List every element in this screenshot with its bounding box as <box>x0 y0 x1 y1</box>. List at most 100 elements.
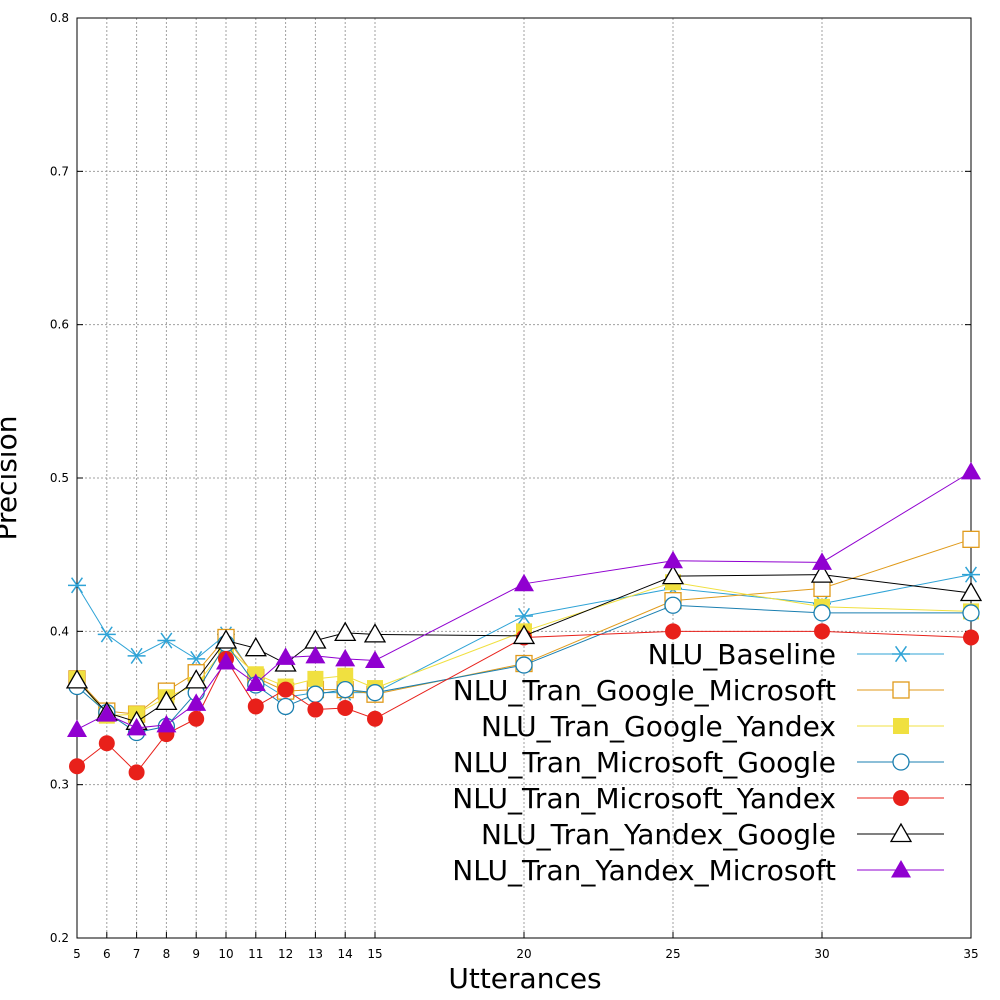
data-point <box>69 758 85 775</box>
data-point <box>367 710 383 727</box>
legend-item: NLU_Tran_Microsoft_Google <box>453 746 944 779</box>
data-point <box>306 685 325 703</box>
data-point <box>276 697 295 716</box>
data-point <box>68 577 86 594</box>
data-point <box>156 714 177 733</box>
legend-marker <box>892 645 910 663</box>
data-point <box>127 647 146 664</box>
data-point <box>813 579 831 598</box>
data-point <box>67 719 87 737</box>
y-axis-ticks: 0.2 0.3 0.4 0.5 0.6 0.7 0.8 <box>50 11 971 945</box>
legend-item: NLU_Tran_Microsoft_Yandex <box>452 782 944 815</box>
data-point <box>813 604 831 622</box>
x-tick-label: 5 <box>73 947 81 961</box>
y-tick-label: 0.8 <box>50 11 69 25</box>
data-point <box>155 690 178 711</box>
data-point <box>186 693 207 711</box>
x-axis-title: Utterances <box>448 962 601 995</box>
data-point <box>96 704 117 722</box>
legend-label: NLU_Tran_Google_Microsoft <box>453 674 836 707</box>
data-point <box>247 698 264 715</box>
x-axis-ticks: 5 6 7 8 9 10 11 12 13 14 15 20 25 30 35 <box>73 932 979 961</box>
data-point <box>814 623 830 640</box>
x-tick-label: 12 <box>278 947 293 961</box>
x-tick-label: 9 <box>192 947 200 961</box>
data-point <box>962 566 980 583</box>
y-tick-label: 0.3 <box>50 778 69 792</box>
data-point <box>366 684 384 702</box>
data-point <box>128 764 145 781</box>
data-point <box>810 563 834 583</box>
data-point <box>157 632 176 649</box>
x-tick-label: 20 <box>516 947 531 961</box>
legend-item: NLU_Tran_Google_Yandex <box>481 710 944 743</box>
legend-marker <box>892 681 910 699</box>
x-tick-label: 14 <box>338 947 353 961</box>
data-point <box>336 680 354 699</box>
legend-marker <box>889 822 913 843</box>
data-point <box>335 648 356 667</box>
data-point <box>277 681 294 698</box>
data-point <box>515 656 533 674</box>
y-tick-label: 0.2 <box>50 931 69 945</box>
x-tick-label: 25 <box>665 947 680 961</box>
series-NLU_Tran_Yandex_Microsoft <box>67 461 981 737</box>
x-tick-label: 10 <box>218 947 233 961</box>
y-tick-label: 0.6 <box>50 318 69 332</box>
legend-item: NLU_Tran_Yandex_Microsoft <box>452 854 944 887</box>
data-point <box>244 636 267 657</box>
x-tick-label: 6 <box>103 947 111 961</box>
data-point <box>363 623 387 643</box>
legend-marker <box>893 718 909 734</box>
y-tick-label: 0.7 <box>50 164 69 178</box>
y-tick-label: 0.5 <box>50 471 69 485</box>
legend: NLU_BaselineNLU_Tran_Google_MicrosoftNLU… <box>452 638 944 887</box>
data-point <box>126 717 147 736</box>
y-tick-label: 0.4 <box>50 624 69 638</box>
data-point <box>245 673 266 691</box>
data-point <box>961 461 981 480</box>
data-point <box>65 669 89 689</box>
data-point <box>334 621 357 642</box>
data-point <box>959 581 983 602</box>
data-point <box>661 564 685 585</box>
legend-label: NLU_Tran_Microsoft_Google <box>453 746 836 779</box>
data-point <box>963 629 979 646</box>
x-tick-label: 11 <box>248 947 263 961</box>
x-tick-label: 13 <box>308 947 323 961</box>
data-point <box>185 669 208 689</box>
data-point <box>663 550 683 569</box>
data-point <box>962 604 980 622</box>
x-tick-label: 7 <box>133 947 141 961</box>
x-tick-label: 8 <box>163 947 171 961</box>
data-point <box>188 710 205 727</box>
data-point <box>515 607 533 625</box>
data-point <box>307 670 324 687</box>
legend-item: NLU_Tran_Google_Microsoft <box>453 674 944 707</box>
data-point <box>665 623 681 640</box>
legend-marker <box>893 790 909 806</box>
data-point <box>307 701 324 718</box>
x-tick-label: 35 <box>963 947 978 961</box>
data-point <box>337 700 354 716</box>
legend-label: NLU_Tran_Google_Yandex <box>481 710 836 743</box>
data-point <box>514 573 534 592</box>
data-point <box>97 626 116 643</box>
data-point <box>304 629 327 649</box>
x-tick-label: 15 <box>367 947 382 961</box>
data-point <box>98 735 115 752</box>
data-point <box>512 624 536 645</box>
data-point <box>214 629 238 649</box>
series-layer <box>65 461 983 781</box>
data-point <box>275 647 296 665</box>
data-point <box>664 596 682 614</box>
data-point <box>187 650 206 668</box>
data-point <box>365 650 385 668</box>
x-tick-label: 30 <box>814 947 829 961</box>
legend-marker <box>892 753 910 771</box>
legend-item: NLU_Baseline <box>648 638 944 671</box>
data-point <box>812 552 832 570</box>
legend-label: NLU_Tran_Yandex_Microsoft <box>452 854 836 887</box>
